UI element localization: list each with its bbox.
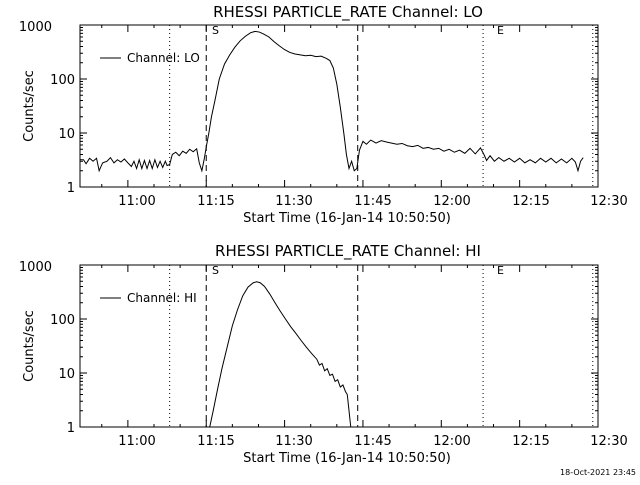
y-tick-label-1000-lo: 1000 [19, 20, 52, 35]
x-tick-label-1200-hi: 12:00 [433, 434, 470, 449]
x-tick-label-1215-hi: 12:15 [512, 434, 549, 449]
x-axis-label-hi: Start Time (16-Jan-14 10:50:50) [243, 451, 451, 466]
y-tick-label-10-lo: 10 [58, 127, 75, 142]
y-axis-label-lo: Counts/sec [22, 70, 37, 142]
x-tick-label-1215-lo: 12:15 [512, 194, 549, 209]
x-tick-label-1230-lo: 12:30 [590, 194, 627, 209]
plot-frame-lo [79, 24, 599, 188]
x-tick-label-1115-lo: 11:15 [197, 194, 234, 209]
x-axis-label-lo: Start Time (16-Jan-14 10:50:50) [243, 211, 451, 226]
x-axis-hi [101, 265, 599, 427]
legend-label-lo: Channel: LO [127, 51, 200, 65]
series-line-channel-lo [80, 30, 584, 173]
time-markers-hi [169, 265, 594, 427]
y-tick-label-1000-hi: 1000 [19, 260, 52, 275]
x-tick-label-1230-hi: 12:30 [590, 434, 627, 449]
marker-label-e-lo: E [497, 24, 504, 37]
hi-channel-panel: RHESSI PARTICLE_RATE Channel: HI 1000 10… [19, 242, 628, 466]
x-tick-label-1145-hi: 11:45 [354, 434, 391, 449]
plot-frame-hi [79, 264, 599, 428]
y-axis-label-hi: Counts/sec [22, 310, 37, 382]
x-tick-label-1145-lo: 11:45 [354, 194, 391, 209]
x-tick-label-1130-hi: 11:30 [275, 434, 312, 449]
lo-channel-panel: RHESSI PARTICLE_RATE Channel: LO 1000 10… [19, 3, 628, 226]
y-tick-label-100-lo: 100 [50, 73, 75, 88]
x-tick-label-1115-hi: 11:15 [197, 434, 234, 449]
y-axis-lo [80, 24, 598, 188]
x-tick-label-1130-lo: 11:30 [275, 194, 312, 209]
y-tick-label-1-hi: 1 [67, 421, 75, 436]
legend-label-hi: Channel: HI [127, 291, 197, 305]
x-tick-label-1100-lo: 11:00 [118, 194, 155, 209]
x-tick-label-1100-hi: 11:00 [118, 434, 155, 449]
chart-title-hi: RHESSI PARTICLE_RATE Channel: HI [215, 242, 481, 261]
y-tick-label-100-hi: 100 [50, 313, 75, 328]
marker-label-s-lo: S [212, 24, 219, 37]
x-tick-label-1200-lo: 12:00 [433, 194, 470, 209]
y-tick-label-10-hi: 10 [58, 367, 75, 382]
series-line-channel-hi [209, 281, 352, 428]
chart-title-lo: RHESSI PARTICLE_RATE Channel: LO [213, 3, 483, 22]
y-axis-hi [80, 264, 598, 428]
footer-timestamp: 18-Oct-2021 23:45 [560, 468, 636, 477]
marker-label-s-hi: S [212, 264, 219, 277]
y-tick-label-1-lo: 1 [67, 181, 75, 196]
marker-label-e-hi: E [497, 264, 504, 277]
